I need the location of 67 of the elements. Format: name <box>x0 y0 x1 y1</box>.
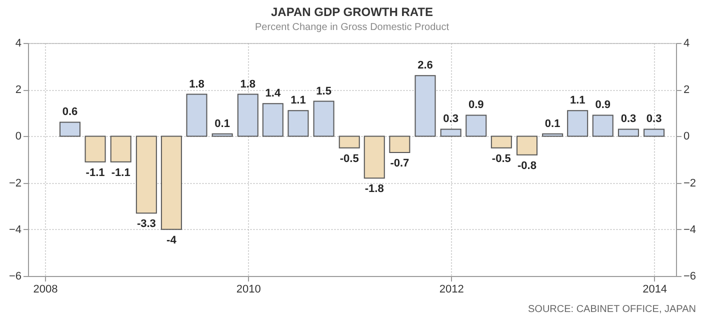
bar <box>618 128 639 137</box>
data-label: 2.6 <box>418 60 433 72</box>
data-label: -1.8 <box>364 183 384 196</box>
data-label: 1.5 <box>316 85 332 98</box>
y-tick-label: −2 <box>8 177 22 190</box>
y2-tick-label: −6 <box>684 270 696 282</box>
y-tick-label: −4 <box>8 224 22 236</box>
x-tick-label: 2012 <box>439 284 464 296</box>
bar <box>136 136 157 214</box>
data-label: 1.1 <box>570 94 586 107</box>
bar <box>84 136 106 162</box>
bar <box>237 94 258 137</box>
data-label: 1.8 <box>240 78 256 90</box>
data-label: -0.5 <box>492 152 511 165</box>
data-label: -4 <box>166 234 178 246</box>
y2-tick-label: 0 <box>684 130 690 143</box>
data-label: -0.8 <box>518 160 536 172</box>
y-tick-label: 4 <box>15 38 22 50</box>
data-label: 1.1 <box>290 94 306 107</box>
bar <box>592 114 614 137</box>
y-tick-label: −6 <box>8 270 22 282</box>
bar <box>59 122 80 137</box>
bar <box>440 128 462 137</box>
bar <box>160 136 182 230</box>
data-label: -3.3 <box>136 218 156 230</box>
data-label: 0.9 <box>595 99 611 112</box>
y2-tick-label: −2 <box>684 177 696 190</box>
data-label: 0.3 <box>620 113 636 126</box>
data-label: 0.1 <box>544 118 560 130</box>
bar <box>466 114 487 137</box>
data-label: 0.6 <box>62 106 78 118</box>
y-tick-label: 2 <box>15 84 22 96</box>
bar <box>542 133 564 137</box>
y2-tick-label: 4 <box>684 38 690 50</box>
x-tick-label: 2008 <box>33 284 58 296</box>
bar <box>212 133 233 137</box>
x-tick-label: 2014 <box>642 284 668 296</box>
bar <box>288 110 309 137</box>
bar <box>567 110 588 137</box>
y2-tick-label: −4 <box>684 224 696 236</box>
data-label: -0.7 <box>390 158 410 170</box>
bar <box>516 136 538 156</box>
data-label: 0.1 <box>214 118 230 130</box>
bar <box>414 75 436 137</box>
data-label: -1.1 <box>111 166 130 179</box>
bar <box>389 136 410 154</box>
bar <box>364 136 385 179</box>
data-label: 1.8 <box>189 78 204 90</box>
data-label: -0.5 <box>340 152 359 165</box>
bar <box>338 136 360 148</box>
chart-title: JAPAN GDP GROWTH RATE <box>270 5 434 19</box>
data-label: 0.3 <box>646 113 662 126</box>
bar <box>313 100 334 137</box>
bar <box>186 94 208 137</box>
bar <box>490 136 512 148</box>
source-note: SOURCE: CABINET OFFICE, JAPAN <box>528 304 696 315</box>
y-tick-label: 0 <box>15 130 22 143</box>
data-label: 0.9 <box>468 99 484 112</box>
chart-subtitle: Percent Change in Gross Domestic Product <box>255 22 450 33</box>
bar <box>110 136 132 162</box>
y2-tick-label: 2 <box>684 84 690 96</box>
bar <box>644 128 665 137</box>
data-label: -1.1 <box>86 166 105 179</box>
data-label: 1.4 <box>265 88 282 100</box>
data-label: 0.3 <box>443 113 458 126</box>
bar <box>262 103 284 137</box>
x-tick-label: 2010 <box>236 284 261 296</box>
